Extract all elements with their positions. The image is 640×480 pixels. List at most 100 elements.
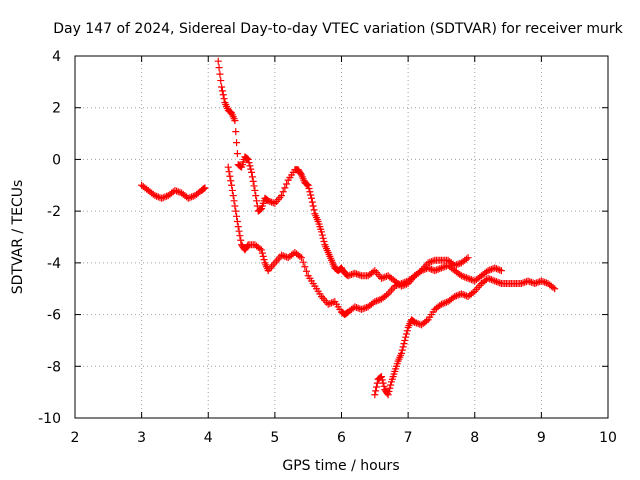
data-point <box>484 267 492 275</box>
data-point <box>258 249 266 257</box>
data-point <box>259 252 267 260</box>
data-point <box>380 382 388 390</box>
data-point <box>454 291 462 299</box>
data-point <box>417 267 425 275</box>
data-point <box>356 271 364 279</box>
data-point <box>527 278 535 286</box>
data-point <box>219 91 227 99</box>
data-point <box>199 185 207 193</box>
data-point <box>307 191 315 199</box>
data-point <box>257 205 265 213</box>
data-point <box>359 305 367 313</box>
data-point <box>437 300 445 308</box>
data-point <box>324 300 332 308</box>
data-point <box>232 207 240 215</box>
data-point <box>252 192 260 200</box>
data-point <box>431 267 439 275</box>
data-point <box>309 202 317 210</box>
data-point <box>200 185 208 193</box>
y-tick-label: -8 <box>47 359 61 375</box>
data-point <box>249 177 257 185</box>
data-point <box>398 346 406 354</box>
data-point <box>402 330 410 338</box>
data-point <box>320 238 328 246</box>
data-point <box>541 278 549 286</box>
y-tick-label: -10 <box>38 411 61 427</box>
data-point <box>318 231 326 239</box>
data-point <box>484 274 492 282</box>
data-point <box>457 272 465 280</box>
data-point <box>303 181 311 189</box>
data-point <box>243 155 251 163</box>
data-point <box>268 198 276 206</box>
data-point <box>283 253 291 261</box>
data-point <box>258 246 266 254</box>
data-point <box>352 270 360 278</box>
data-point <box>401 278 409 286</box>
data-point <box>497 267 505 275</box>
data-point <box>394 281 402 289</box>
data-point <box>382 291 390 299</box>
data-point <box>434 265 442 273</box>
data-point <box>351 269 359 277</box>
y-tick-label: -4 <box>47 256 61 272</box>
data-point <box>422 317 430 325</box>
data-point <box>220 95 228 103</box>
data-point <box>232 128 240 136</box>
data-point <box>462 274 470 282</box>
x-tick-label: 6 <box>337 430 346 446</box>
data-point <box>426 265 434 273</box>
data-point <box>369 268 377 276</box>
data-point <box>256 245 264 253</box>
data-point <box>401 336 409 344</box>
data-point <box>519 279 527 287</box>
data-point <box>346 271 354 279</box>
data-point <box>491 277 499 285</box>
data-point <box>266 197 274 205</box>
data-point <box>459 291 467 299</box>
data-point <box>469 289 477 297</box>
data-point <box>427 258 435 266</box>
data-point <box>396 280 404 288</box>
data-point <box>439 263 447 271</box>
data-point <box>233 150 241 158</box>
data-point <box>462 255 470 263</box>
data-point <box>256 206 264 214</box>
data-point <box>424 264 432 272</box>
series-arc-3 <box>224 163 505 319</box>
data-point <box>279 188 287 196</box>
data-point <box>357 305 365 313</box>
data-point <box>354 270 362 278</box>
data-point <box>154 193 162 201</box>
data-point <box>399 279 407 287</box>
data-point <box>250 182 258 190</box>
series-arc-4 <box>371 274 559 399</box>
data-point <box>174 188 182 196</box>
data-point <box>451 292 459 300</box>
data-point <box>216 70 224 78</box>
data-point <box>517 280 525 288</box>
data-point <box>305 185 313 193</box>
data-point <box>351 303 359 311</box>
data-point <box>526 278 534 286</box>
x-axis-label: GPS time / hours <box>282 458 399 474</box>
data-point <box>412 319 420 327</box>
data-point <box>421 265 429 273</box>
data-point <box>492 265 500 273</box>
data-point <box>531 280 539 288</box>
data-point <box>371 298 379 306</box>
y-axis-label: SDTVAR / TECUs <box>10 180 26 295</box>
data-point <box>303 267 311 275</box>
data-point <box>385 387 393 395</box>
data-point <box>233 217 241 225</box>
data-point <box>549 283 557 291</box>
data-point <box>264 197 272 205</box>
data-point <box>214 57 222 65</box>
data-point <box>452 292 460 300</box>
data-point <box>308 198 316 206</box>
data-point <box>532 279 540 287</box>
data-point <box>281 184 289 192</box>
data-point <box>452 261 460 269</box>
data-point <box>486 275 494 283</box>
